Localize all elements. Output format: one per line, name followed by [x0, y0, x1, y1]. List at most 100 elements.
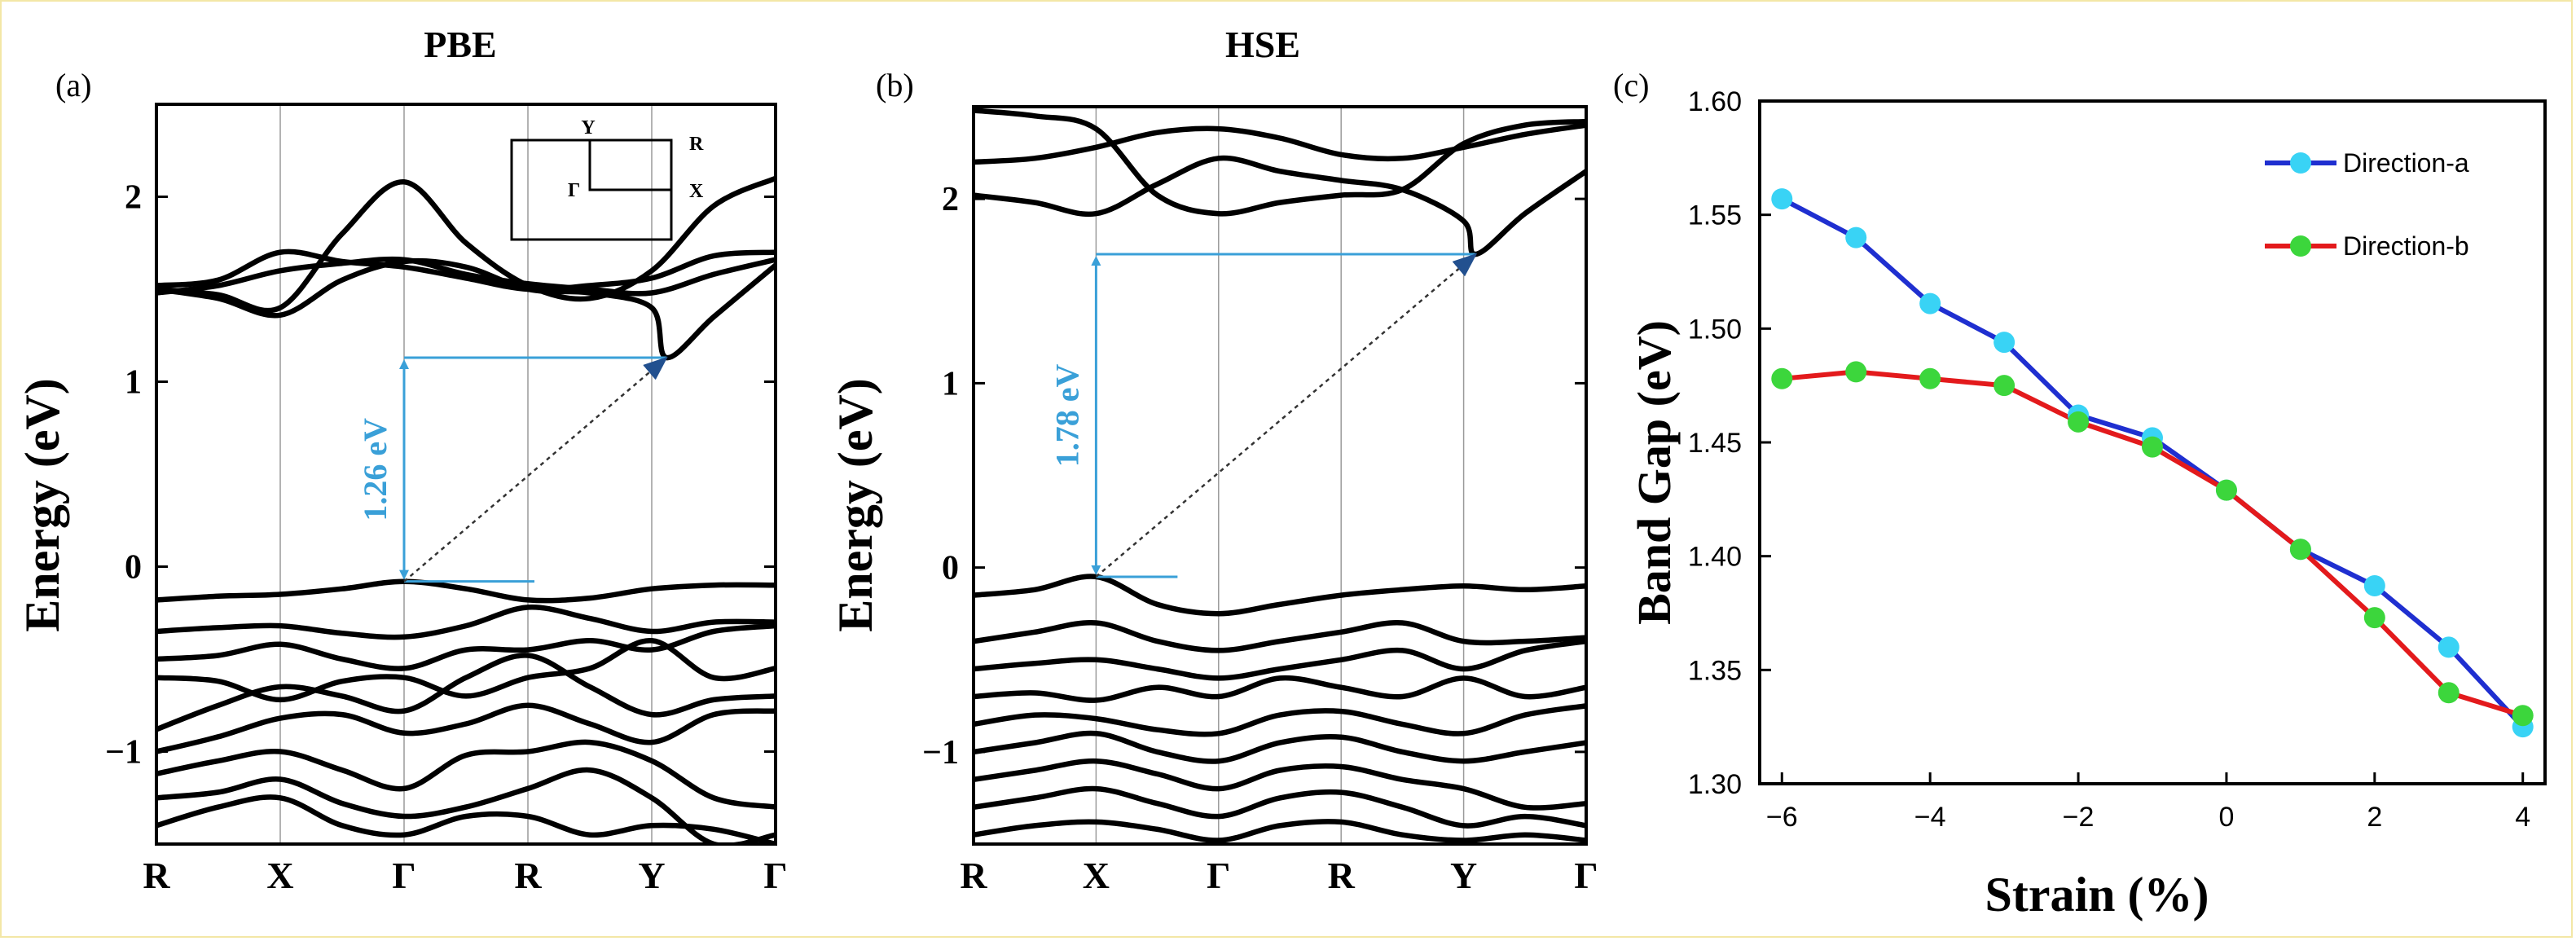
y-tick-label: 2: [942, 181, 959, 218]
series-point-direction-b: [2438, 682, 2460, 704]
panel-a-kpoint-lines: [279, 104, 653, 844]
b-band-10: [974, 785, 1586, 829]
series-point-direction-b: [2068, 411, 2090, 433]
k-point-label: Γ: [1207, 855, 1230, 896]
panel-c-series: [1771, 188, 2534, 738]
k-point-label: Γ: [1574, 855, 1598, 896]
series-point-direction-a: [2363, 574, 2385, 596]
series-line-direction-b: [1782, 369, 2524, 719]
y-tick-label: 1.35: [1688, 655, 1742, 686]
panel-a-ylabel: Energy (eV): [15, 378, 69, 632]
panel-a-title: PBE: [424, 24, 496, 65]
series-point-direction-b: [1919, 367, 1941, 389]
panel-a-y-ticks: 2 1 0 −1: [105, 179, 776, 772]
b-band-9: [974, 758, 1586, 811]
a-band-3: [156, 175, 776, 314]
panel-b-plot-area: [972, 105, 1588, 846]
panel-a-label: (a): [55, 67, 91, 103]
series-point-direction-b: [2512, 705, 2534, 727]
series-point-direction-a: [1919, 292, 1941, 314]
panel-c-x-ticks: −6 −4 −2 0 2 4: [1766, 772, 2530, 833]
series-point-direction-a: [2438, 636, 2460, 658]
k-point-label: R: [514, 855, 542, 896]
k-point-label: Γ: [392, 855, 415, 896]
series-line-direction-a: [1780, 196, 2525, 729]
brillouin-zone-inset: Y R Γ X: [510, 117, 704, 241]
series-point-direction-b: [1994, 375, 2016, 397]
inset-label-gamma: Γ: [568, 180, 580, 201]
a-band-8: [156, 653, 776, 732]
panel-c-label: (c): [1613, 67, 1649, 103]
panel-b-y-ticks: 2 1 0 −1: [922, 181, 1586, 772]
series-point-direction-b: [2142, 436, 2163, 458]
x-tick-label: −6: [1766, 802, 1798, 833]
y-tick-label: 1.50: [1688, 314, 1742, 345]
y-tick-label: −1: [922, 734, 959, 772]
a-band-11: [156, 767, 776, 844]
a-band-6: [156, 622, 776, 671]
panel-c-band-gap-vs-strain: (c) Band Gap (eV) Strain (%) 1.30 1.35 1.4…: [1613, 67, 2547, 921]
a-band-10: [156, 739, 776, 810]
k-point-label: Γ: [763, 855, 787, 896]
x-tick-label: −4: [1914, 802, 1946, 833]
k-point-label: X: [266, 855, 293, 896]
a-band-7: [156, 638, 776, 703]
k-point-label: Y: [1450, 855, 1477, 896]
b-band-6: [974, 675, 1586, 703]
legend-marker: [2290, 235, 2311, 257]
indirect-transition-arrow: [1095, 253, 1478, 578]
legend-marker: [2290, 152, 2311, 174]
k-point-label: Y: [638, 855, 665, 896]
panel-b-ylabel: Energy (eV): [829, 378, 882, 632]
x-tick-label: 2: [2367, 802, 2382, 833]
a-band-4: [156, 578, 776, 604]
y-tick-label: 1.30: [1688, 769, 1742, 800]
b-band-5: [974, 638, 1586, 681]
panel-b-title: HSE: [1225, 24, 1300, 65]
series-point-direction-b: [1845, 361, 1867, 383]
b-band-2: [974, 108, 1586, 217]
y-tick-label: 2: [125, 179, 142, 217]
x-tick-label: −2: [2063, 802, 2095, 833]
b-band-11: [974, 819, 1586, 843]
k-point-label: R: [143, 855, 170, 896]
k-point-label: R: [1328, 855, 1356, 896]
series-point-direction-a: [1994, 332, 2016, 354]
k-point-label: X: [1083, 855, 1110, 896]
inset-label-r: R: [689, 134, 704, 155]
a-band-2: [156, 257, 776, 361]
y-tick-label: 1.60: [1688, 86, 1742, 117]
b-band-7: [974, 703, 1586, 737]
series-point-direction-a: [1771, 188, 1793, 210]
legend-label: Direction-b: [2343, 231, 2469, 261]
panel-b-gap-label: 1.78 eV: [1048, 364, 1085, 468]
panel-b-band-structure-hse: (b) HSE Energy (eV) 1.78 eV 2 1 0 −1 R X Γ R Y Γ: [829, 24, 1598, 896]
y-tick-label: 0: [942, 550, 959, 587]
panel-b-label: (b): [876, 67, 914, 103]
panel-c-ylabel: Band Gap (eV): [1628, 320, 1681, 625]
series-point-direction-b: [2363, 607, 2385, 629]
inset-label-y: Y: [581, 117, 595, 139]
panel-c-y-ticks: 1.30 1.35 1.40 1.45 1.50 1.55 1.60: [1688, 86, 1771, 800]
panel-c-xlabel: Strain (%): [1985, 868, 2209, 921]
series-point-direction-b: [2215, 479, 2237, 501]
b-band-4: [974, 620, 1586, 653]
panel-a-gap-label: 1.26 eV: [357, 418, 393, 521]
panel-c-legend: Direction-a Direction-b: [2265, 148, 2469, 261]
inset-irreducible-path: [588, 140, 671, 191]
series-point-direction-b: [2289, 539, 2311, 561]
indirect-transition-arrow: [403, 356, 668, 583]
y-tick-label: 0: [125, 549, 142, 587]
panel-b-kpoint-lines: [1095, 107, 1465, 844]
panel-a-plot-area: [155, 103, 777, 846]
x-tick-label: 0: [2218, 802, 2234, 833]
b-band-8: [974, 730, 1586, 764]
y-tick-label: −1: [105, 734, 142, 772]
series-point-direction-a: [1845, 226, 1867, 248]
y-tick-label: 1: [942, 365, 959, 402]
b-band-3: [974, 574, 1586, 617]
